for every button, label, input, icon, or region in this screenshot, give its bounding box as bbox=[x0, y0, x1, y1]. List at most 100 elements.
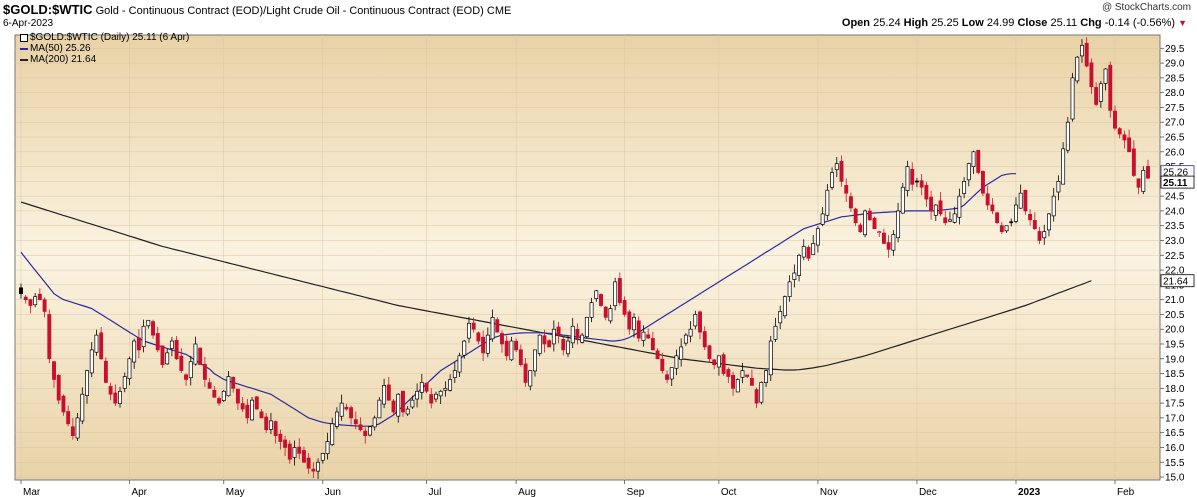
candle-body bbox=[264, 416, 269, 431]
candle bbox=[693, 310, 698, 330]
candle-body bbox=[1047, 213, 1051, 231]
y-tick-label: 15.0 bbox=[1165, 473, 1185, 484]
candle-body bbox=[358, 424, 363, 431]
candle bbox=[740, 362, 745, 384]
candle bbox=[966, 162, 971, 187]
candle bbox=[815, 225, 820, 253]
legend-main: $GOLD:$WTIC (Daily) 25.11 (6 Apr) bbox=[20, 32, 189, 43]
candle bbox=[391, 399, 396, 416]
candle-body bbox=[429, 394, 434, 404]
candle bbox=[169, 336, 174, 357]
candle bbox=[665, 370, 669, 384]
x-tick-label: Apr bbox=[131, 487, 147, 497]
candle bbox=[28, 298, 33, 314]
candle bbox=[1117, 127, 1122, 139]
candle-body bbox=[1028, 213, 1033, 221]
candle bbox=[113, 384, 118, 407]
candle bbox=[660, 352, 665, 374]
candle-body bbox=[245, 404, 250, 419]
candle-body bbox=[61, 395, 66, 413]
candle bbox=[1089, 58, 1094, 94]
candle-body bbox=[1098, 83, 1103, 102]
candle bbox=[905, 160, 910, 197]
candle bbox=[443, 381, 448, 397]
candle bbox=[56, 374, 61, 405]
candle-body bbox=[330, 423, 335, 445]
close-value: 25.11 bbox=[1050, 17, 1078, 29]
candle bbox=[551, 320, 556, 352]
candle-body bbox=[174, 339, 179, 360]
candlesticks bbox=[19, 37, 1150, 479]
candle-body bbox=[37, 293, 42, 300]
candle bbox=[896, 202, 901, 243]
candle bbox=[1080, 39, 1084, 63]
candle bbox=[632, 313, 636, 338]
candle-body bbox=[334, 411, 339, 427]
candle bbox=[1042, 224, 1047, 245]
candle bbox=[70, 418, 75, 440]
candle-body bbox=[19, 287, 23, 295]
candle bbox=[570, 317, 575, 349]
candle-body bbox=[410, 399, 415, 408]
candle-body bbox=[500, 333, 504, 345]
y-tick-label: 22.0 bbox=[1165, 266, 1185, 277]
candle bbox=[61, 394, 66, 416]
candle bbox=[500, 330, 504, 353]
candle bbox=[858, 222, 863, 234]
candle bbox=[787, 275, 792, 302]
candle bbox=[1051, 187, 1056, 222]
candle-body bbox=[914, 180, 919, 183]
candle-body bbox=[438, 390, 443, 397]
candle-body bbox=[1037, 231, 1042, 241]
high-label: High bbox=[903, 17, 929, 29]
ma200-swatch-icon bbox=[20, 58, 28, 61]
candle bbox=[287, 440, 292, 464]
chart-header: $GOLD:$WTIC Gold - Continuous Contract (… bbox=[0, 0, 1197, 30]
x-tick-label: Oct bbox=[721, 487, 737, 497]
candle bbox=[627, 309, 632, 335]
y-tick-label: 24.0 bbox=[1165, 206, 1185, 217]
candle-body bbox=[749, 377, 754, 386]
candle bbox=[698, 310, 702, 340]
candle bbox=[797, 253, 802, 282]
candle-body bbox=[504, 340, 509, 357]
legend-ma200-label: MA(200) 21.64 bbox=[30, 54, 97, 65]
candle-body bbox=[778, 311, 783, 324]
candle bbox=[268, 412, 273, 435]
candle bbox=[235, 388, 240, 410]
candle bbox=[160, 345, 165, 368]
candle-body bbox=[886, 242, 891, 250]
candle bbox=[485, 327, 490, 358]
candle bbox=[1098, 81, 1103, 108]
y-tick-label: 29.5 bbox=[1165, 44, 1185, 55]
candle-body bbox=[1018, 192, 1023, 209]
candle bbox=[514, 338, 519, 353]
candle bbox=[1075, 55, 1080, 84]
candle bbox=[151, 319, 155, 339]
x-tick-label: Jun bbox=[325, 487, 341, 497]
candle bbox=[353, 411, 358, 430]
candle-body bbox=[594, 290, 599, 300]
candle bbox=[1084, 37, 1089, 68]
legend-ma50-label: MA(50) 25.26 bbox=[30, 43, 91, 54]
candle bbox=[240, 396, 245, 413]
candle-body bbox=[23, 296, 28, 300]
candle-body bbox=[1084, 42, 1089, 67]
candle bbox=[848, 192, 853, 212]
close-label: Close bbox=[1017, 17, 1048, 29]
candle bbox=[401, 390, 405, 417]
candle-body bbox=[434, 393, 438, 400]
candle-body bbox=[495, 319, 500, 333]
candle-body bbox=[268, 420, 273, 430]
y-tick-label: 15.5 bbox=[1165, 458, 1185, 469]
candle bbox=[292, 440, 297, 466]
candle bbox=[891, 230, 896, 256]
candle bbox=[344, 403, 349, 411]
candle-body bbox=[132, 340, 137, 363]
x-tick-label: Jul bbox=[429, 487, 442, 497]
candle bbox=[1056, 175, 1061, 201]
candle-body bbox=[599, 294, 603, 306]
candle bbox=[919, 174, 924, 196]
candle bbox=[467, 316, 471, 343]
candle-body bbox=[1146, 166, 1150, 179]
